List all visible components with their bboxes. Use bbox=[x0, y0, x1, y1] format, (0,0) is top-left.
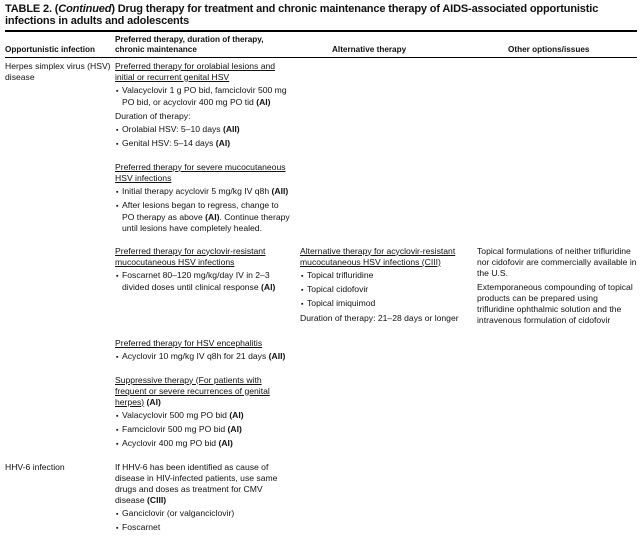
table-body: Herpes simplex virus (HSV) disease Prefe… bbox=[5, 61, 637, 546]
hsv-orolabial-block: Preferred therapy for orolabial lesions … bbox=[115, 61, 300, 162]
header-infection: Opportunistic infection bbox=[5, 44, 96, 54]
infection-hsv: Herpes simplex virus (HSV) disease bbox=[5, 60, 111, 82]
divider bbox=[5, 30, 637, 32]
hsv-severe-block: Preferred therapy for severe mucocutaneo… bbox=[115, 162, 300, 246]
header-alternative: Alternative therapy bbox=[332, 44, 407, 54]
table-header: Opportunistic infection Preferred therap… bbox=[5, 32, 637, 57]
divider bbox=[5, 56, 637, 58]
hsv-encephalitis-block: Preferred therapy for HSV encephalitis A… bbox=[115, 338, 477, 375]
hsv-alternative-block: Alternative therapy for acyclovir-resist… bbox=[300, 246, 477, 338]
hhv6-block: If HHV-6 has been identified as cause of… bbox=[115, 462, 300, 546]
table-title: TABLE 2. (Continued) Drug therapy for tr… bbox=[5, 3, 599, 27]
header-other: Other options/issues bbox=[508, 44, 590, 54]
hsv-resistant-block: Preferred therapy for acyclovir-resistan… bbox=[115, 246, 300, 338]
hsv-suppressive-block: Suppressive therapy (For patients with f… bbox=[115, 375, 300, 462]
infection-hhv6: HHV-6 infection bbox=[5, 461, 65, 472]
header-preferred: Preferred therapy, duration of therapy, c… bbox=[115, 34, 264, 54]
hsv-other-block: Topical formulations of neither trifluri… bbox=[477, 245, 637, 325]
